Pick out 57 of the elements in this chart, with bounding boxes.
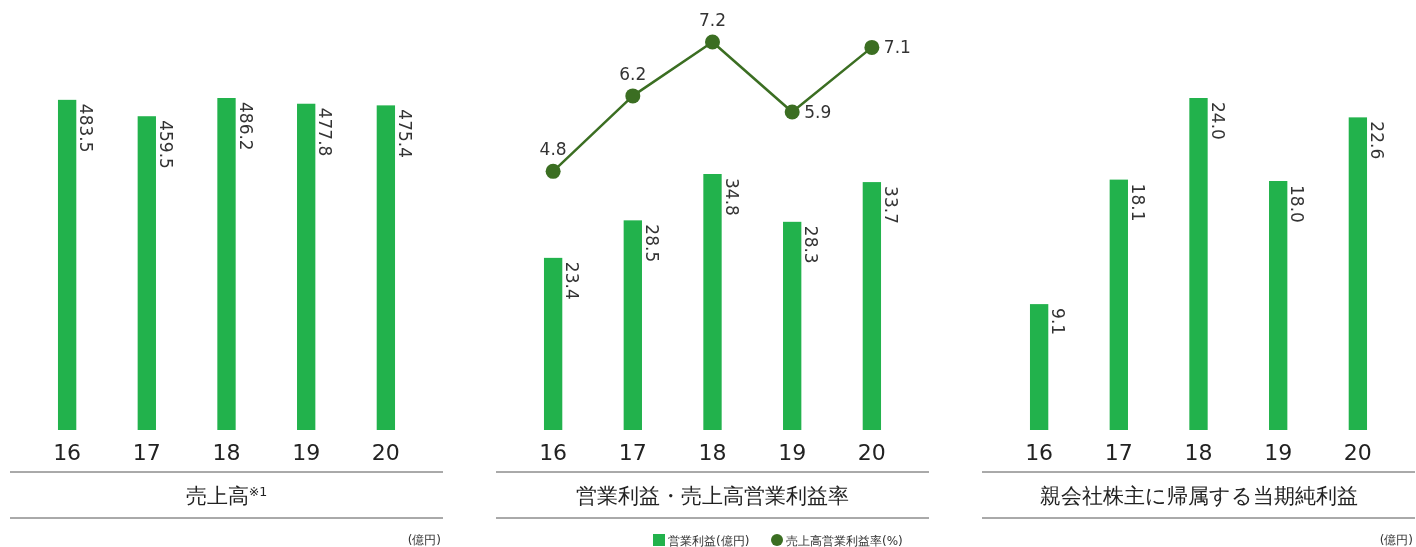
data-label: 34.8 — [721, 178, 742, 216]
bar — [1029, 304, 1049, 430]
data-label: 483.5 — [76, 103, 97, 153]
data-label: 7.1 — [883, 37, 911, 58]
data-label: 486.2 — [235, 102, 256, 151]
x-tick-label: 19 — [1264, 440, 1293, 465]
data-label: 23.4 — [562, 261, 583, 300]
point — [705, 34, 720, 50]
text: 売上高$^{※1}$ — [185, 483, 268, 508]
data-label: 18.1 — [1127, 183, 1148, 222]
text: 親会社株主に帰属する当期純利益 — [1039, 484, 1358, 508]
data-label: 33.7 — [881, 186, 902, 224]
data-label: 9.1 — [1048, 308, 1069, 336]
x-tick-label: 16 — [53, 440, 82, 465]
data-label: 477.8 — [315, 107, 336, 157]
bar — [623, 220, 642, 430]
bar — [703, 174, 722, 430]
x-tick-label: 16 — [539, 440, 568, 465]
text: 営業利益・売上高営業利益率 — [576, 484, 849, 508]
x-tick-label: 17 — [1104, 440, 1133, 465]
data-label: 22.6 — [1367, 121, 1388, 160]
bar — [1269, 181, 1288, 430]
x-tick-label: 19 — [292, 440, 321, 465]
data-label: 28.5 — [641, 224, 662, 263]
x-tick-label: 18 — [698, 440, 727, 465]
text: (億円) — [407, 533, 441, 547]
point — [784, 104, 800, 120]
x-tick-label: 20 — [1343, 440, 1372, 465]
data-label: 475.4 — [395, 109, 416, 159]
x-tick-label: 17 — [132, 440, 161, 465]
legend-label: 営業利益(億円) — [668, 534, 750, 547]
data-label: 459.5 — [155, 120, 176, 169]
data-label: 24.0 — [1207, 102, 1228, 140]
text: (億円) — [1379, 533, 1413, 547]
x-tick-label: 20 — [371, 440, 400, 465]
x-tick-label: 20 — [857, 440, 886, 465]
bar — [543, 257, 563, 430]
data-label: 18.0 — [1287, 185, 1308, 223]
bar — [1348, 117, 1368, 430]
x-tick-label: 17 — [618, 440, 647, 465]
x-tick-label: 18 — [1184, 440, 1213, 465]
data-label: 5.9 — [804, 102, 832, 123]
data-label: 28.3 — [801, 225, 822, 264]
data-label: 4.8 — [539, 139, 567, 160]
bar — [862, 182, 882, 430]
x-tick-label: 18 — [212, 440, 241, 465]
legend-label: 売上高営業利益率(%) — [786, 534, 903, 547]
x-tick-label: 19 — [778, 440, 807, 465]
bar — [1109, 179, 1128, 430]
x-tick-label: 16 — [1025, 440, 1054, 465]
bar — [1189, 98, 1208, 430]
data-label: 6.2 — [619, 63, 647, 84]
point — [864, 39, 880, 55]
data-label: 7.2 — [698, 10, 727, 30]
point — [545, 163, 561, 179]
bar — [783, 221, 802, 430]
point — [625, 88, 641, 104]
